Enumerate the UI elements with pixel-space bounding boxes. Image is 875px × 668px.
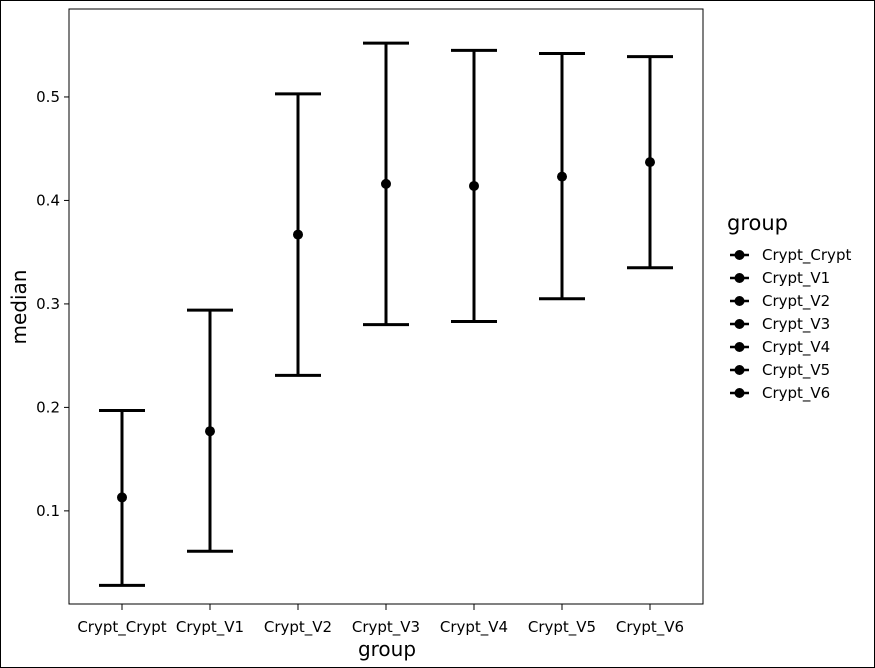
legend-entry-Crypt_V6: Crypt_V6 [730,384,830,403]
errorbar-Crypt_V6 [627,55,673,270]
legend-label: Crypt_V3 [762,315,830,334]
errorbar-Crypt_V5 [539,51,585,301]
y-tick-label-0: 0.1 [36,502,60,520]
point-median [381,178,391,189]
legend-entry-Crypt_V3: Crypt_V3 [730,315,830,334]
x-tick-label-4: Crypt_V4 [440,618,508,637]
legend-key-point [734,319,745,329]
y-axis: 0.1 0.2 0.3 0.4 0.5 [36,88,69,520]
chart-marks [99,41,673,587]
y-tick-label-3: 0.4 [36,191,60,209]
legend-entry-Crypt_V5: Crypt_V5 [730,361,830,380]
x-tick-label-2: Crypt_V2 [264,618,332,637]
y-tick-label-2: 0.3 [36,295,60,313]
x-tick-label-1: Crypt_V1 [176,618,244,637]
point-median [557,171,567,182]
point-median [293,229,303,240]
legend-label: Crypt_V5 [762,361,830,380]
legend-label: Crypt_V1 [762,269,830,288]
x-tick-label-5: Crypt_V5 [528,618,596,637]
legend-entry-Crypt_V1: Crypt_V1 [730,269,830,288]
x-axis-title: group [358,637,416,661]
legend-entry-Crypt_V4: Crypt_V4 [730,338,830,357]
legend-label: Crypt_V2 [762,292,830,311]
legend-entry-Crypt_Crypt: Crypt_Crypt [730,246,851,265]
errorbar-Crypt_Crypt [99,408,145,587]
errorbar-Crypt_V4 [451,48,497,324]
point-median [469,180,479,191]
point-median [117,492,127,503]
legend-entry-Crypt_V2: Crypt_V2 [730,292,830,311]
y-tick-label-1: 0.2 [36,398,60,416]
legend-key-point [734,250,745,260]
x-tick-label-0: Crypt_Crypt [77,618,166,637]
legend-key-point [734,296,745,306]
point-median [645,157,655,168]
legend-key-point [734,388,745,398]
legend-key-point [734,365,745,375]
errorbar-Crypt_V3 [363,41,409,327]
x-tick-label-3: Crypt_V3 [352,618,420,637]
legend-label: Crypt_V6 [762,384,830,403]
errorbar-Crypt_V1 [187,308,233,553]
x-tick-label-6: Crypt_V6 [616,618,684,637]
y-axis-title: median [7,270,31,345]
x-axis: Crypt_Crypt Crypt_V1 Crypt_V2 Crypt_V3 Crypt… [77,604,684,637]
legend-key-point [734,342,745,352]
legend-label: Crypt_Crypt [762,246,851,265]
legend: group Crypt_Crypt Crypt_V1 Crypt_V2 Crypt_V… [727,211,851,403]
legend-title: group [727,211,788,235]
errorbar-Crypt_V2 [275,92,321,377]
legend-key-point [734,273,745,283]
point-median [205,426,215,437]
y-tick-label-4: 0.5 [36,88,60,106]
legend-label: Crypt_V4 [762,338,830,357]
